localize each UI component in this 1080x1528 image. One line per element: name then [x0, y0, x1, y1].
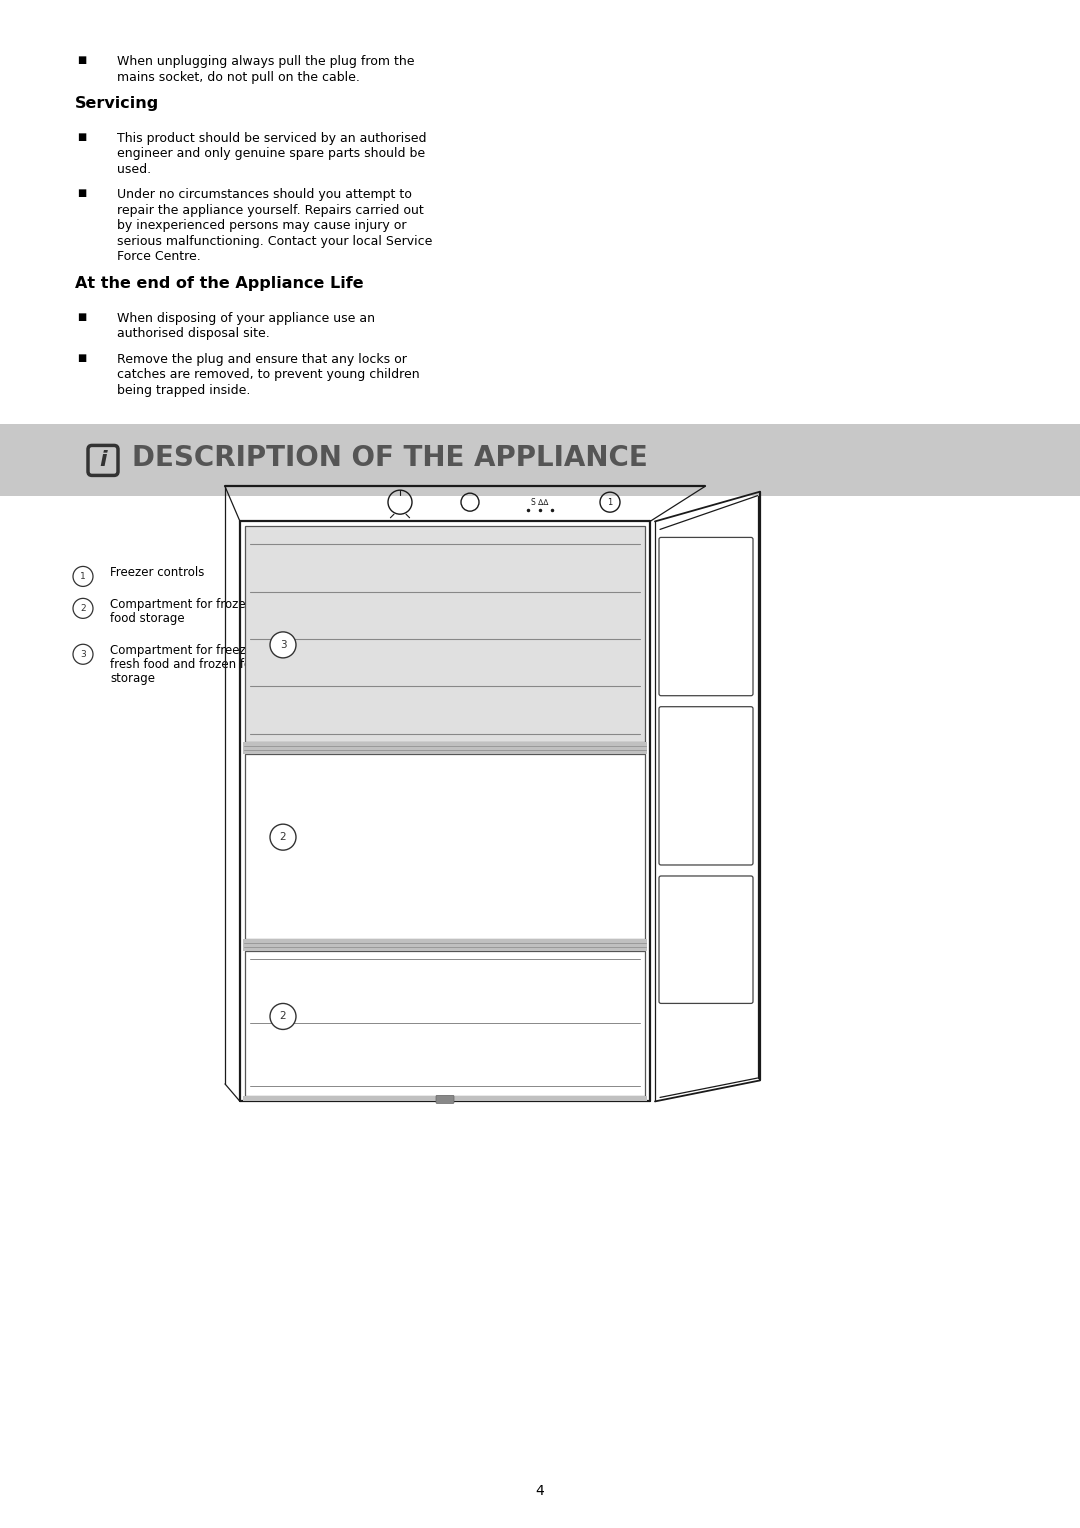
FancyBboxPatch shape: [659, 538, 753, 695]
Text: ■: ■: [77, 55, 86, 66]
Text: 4: 4: [536, 1484, 544, 1497]
Text: Compartment for freezing: Compartment for freezing: [110, 645, 265, 657]
Text: ■: ■: [77, 353, 86, 364]
Text: ■: ■: [77, 312, 86, 322]
Text: authorised disposal site.: authorised disposal site.: [117, 327, 270, 341]
Text: This product should be serviced by an authorised: This product should be serviced by an au…: [117, 131, 427, 145]
Text: S ∆∆: S ∆∆: [531, 498, 549, 507]
Text: When unplugging always pull the plug from the: When unplugging always pull the plug fro…: [117, 55, 415, 69]
Text: 1: 1: [607, 498, 612, 507]
Text: DESCRIPTION OF THE APPLIANCE: DESCRIPTION OF THE APPLIANCE: [132, 445, 648, 472]
Text: 1: 1: [80, 571, 86, 581]
Bar: [245, 527, 645, 741]
Text: repair the appliance yourself. Repairs carried out: repair the appliance yourself. Repairs c…: [117, 203, 423, 217]
Text: Remove the plug and ensure that any locks or: Remove the plug and ensure that any lock…: [117, 353, 407, 365]
Text: 2: 2: [280, 1012, 286, 1021]
Bar: [245, 527, 645, 741]
Text: At the end of the Appliance Life: At the end of the Appliance Life: [75, 277, 364, 290]
Text: engineer and only genuine spare parts should be: engineer and only genuine spare parts sh…: [117, 148, 426, 160]
Bar: [243, 940, 647, 950]
FancyBboxPatch shape: [659, 876, 753, 1004]
Text: Freezer controls: Freezer controls: [110, 567, 204, 579]
Text: by inexperienced persons may cause injury or: by inexperienced persons may cause injur…: [117, 220, 406, 232]
Text: mains socket, do not pull on the cable.: mains socket, do not pull on the cable.: [117, 70, 360, 84]
Bar: [245, 950, 645, 1097]
Bar: [245, 753, 645, 940]
Text: ■: ■: [77, 188, 86, 199]
Bar: [243, 1097, 647, 1102]
Text: fresh food and frozen food: fresh food and frozen food: [110, 659, 266, 671]
Circle shape: [270, 1004, 296, 1030]
Text: 3: 3: [80, 649, 86, 659]
Text: i: i: [99, 451, 107, 471]
Text: serious malfunctioning. Contact your local Service: serious malfunctioning. Contact your loc…: [117, 235, 432, 248]
Text: Under no circumstances should you attempt to: Under no circumstances should you attemp…: [117, 188, 411, 202]
Text: 2: 2: [80, 604, 85, 613]
Circle shape: [270, 633, 296, 659]
Text: used.: used.: [117, 163, 151, 176]
Text: When disposing of your appliance use an: When disposing of your appliance use an: [117, 312, 375, 325]
FancyBboxPatch shape: [436, 1096, 454, 1103]
Bar: [0, 425, 1080, 497]
Circle shape: [270, 824, 296, 850]
Text: ■: ■: [77, 131, 86, 142]
Text: Compartment for frozen: Compartment for frozen: [110, 599, 253, 611]
Text: 2: 2: [280, 833, 286, 842]
FancyBboxPatch shape: [659, 707, 753, 865]
Text: storage: storage: [110, 672, 156, 685]
Text: being trapped inside.: being trapped inside.: [117, 384, 251, 397]
Text: food storage: food storage: [110, 613, 185, 625]
Text: Force Centre.: Force Centre.: [117, 251, 201, 263]
Text: catches are removed, to prevent young children: catches are removed, to prevent young ch…: [117, 368, 420, 382]
Text: Servicing: Servicing: [75, 96, 159, 112]
Bar: [243, 741, 647, 753]
Text: 3: 3: [280, 640, 286, 649]
